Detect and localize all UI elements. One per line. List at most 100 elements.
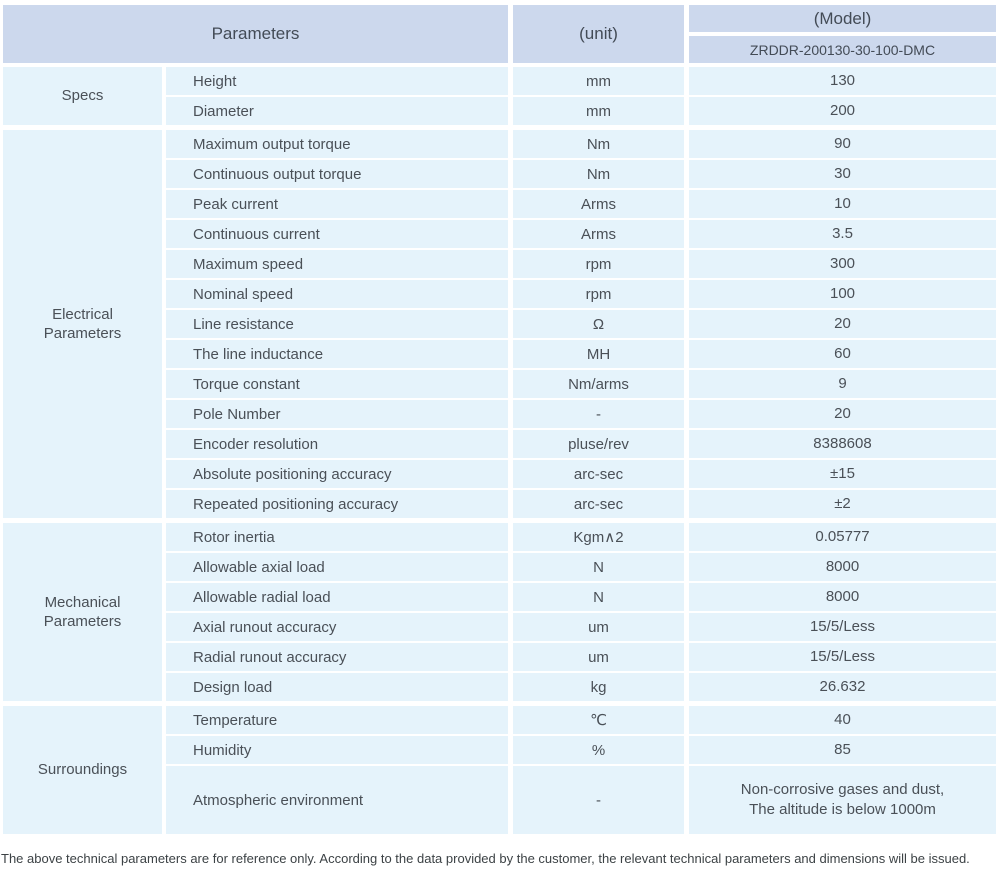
value-cell: 8388608 (689, 430, 996, 458)
header-model-number: ZRDDR-200130-30-100-DMC (689, 36, 996, 63)
header-unit: (unit) (513, 5, 684, 63)
section-electrical: Electrical Parameters Maximum output tor… (3, 130, 996, 518)
unit-cell: arc-sec (513, 490, 684, 518)
table-row: Design load kg 26.632 (166, 673, 996, 701)
unit-cell: - (513, 766, 684, 834)
table-row: Absolute positioning accuracy arc-sec ±1… (166, 460, 996, 488)
param-name-cell: Allowable radial load (166, 583, 508, 611)
unit-cell: Kgm∧2 (513, 523, 684, 551)
param-name-cell: Pole Number (166, 400, 508, 428)
param-name-cell: Temperature (166, 706, 508, 734)
table-row: Maximum output torque Nm 90 (166, 130, 996, 158)
param-name-cell: Torque constant (166, 370, 508, 398)
value-cell: ±2 (689, 490, 996, 518)
value-cell: 20 (689, 310, 996, 338)
group-label-electrical: Electrical Parameters (3, 130, 162, 518)
param-name-cell: Height (166, 67, 508, 95)
param-name-cell: The line inductance (166, 340, 508, 368)
table-row: Encoder resolution pluse/rev 8388608 (166, 430, 996, 458)
table-row: Nominal speed rpm 100 (166, 280, 996, 308)
param-name-cell: Humidity (166, 736, 508, 764)
table-row: Diameter mm 200 (166, 97, 996, 125)
unit-cell: arc-sec (513, 460, 684, 488)
unit-cell: MH (513, 340, 684, 368)
param-name-cell: Diameter (166, 97, 508, 125)
section-specs: Specs Height mm 130 Diameter mm 200 (3, 67, 996, 125)
unit-cell: pluse/rev (513, 430, 684, 458)
value-cell: ±15 (689, 460, 996, 488)
value-cell: 300 (689, 250, 996, 278)
param-name-cell: Nominal speed (166, 280, 508, 308)
header-parameters: Parameters (3, 5, 508, 63)
unit-cell: um (513, 643, 684, 671)
param-name-cell: Line resistance (166, 310, 508, 338)
value-cell: 26.632 (689, 673, 996, 701)
value-cell: 100 (689, 280, 996, 308)
unit-cell: um (513, 613, 684, 641)
table-row: Height mm 130 (166, 67, 996, 95)
value-cell: 200 (689, 97, 996, 125)
value-cell: 130 (689, 67, 996, 95)
header-model: (Model) (689, 5, 996, 32)
table-row: Allowable axial load N 8000 (166, 553, 996, 581)
param-name-cell: Continuous current (166, 220, 508, 248)
parameters-table: Parameters (unit) (Model) ZRDDR-200130-3… (3, 5, 996, 834)
table-row: Humidity % 85 (166, 736, 996, 764)
group-label-surroundings: Surroundings (3, 706, 162, 834)
unit-cell: N (513, 553, 684, 581)
value-cell: 9 (689, 370, 996, 398)
unit-cell: ℃ (513, 706, 684, 734)
table-row: Temperature ℃ 40 (166, 706, 996, 734)
value-cell: 8000 (689, 553, 996, 581)
unit-cell: - (513, 400, 684, 428)
value-cell: 3.5 (689, 220, 996, 248)
value-cell: 85 (689, 736, 996, 764)
table-row: Torque constant Nm/arms 9 (166, 370, 996, 398)
table-row: Axial runout accuracy um 15/5/Less (166, 613, 996, 641)
value-cell: 10 (689, 190, 996, 218)
table-row: Continuous current Arms 3.5 (166, 220, 996, 248)
unit-cell: Nm/arms (513, 370, 684, 398)
unit-cell: Arms (513, 220, 684, 248)
section-surroundings: Surroundings Temperature ℃ 40 Humidity %… (3, 706, 996, 834)
unit-cell: kg (513, 673, 684, 701)
group-label-mechanical: Mechanical Parameters (3, 523, 162, 701)
table-row: Peak current Arms 10 (166, 190, 996, 218)
param-name-cell: Maximum speed (166, 250, 508, 278)
param-name-cell: Radial runout accuracy (166, 643, 508, 671)
value-cell: 90 (689, 130, 996, 158)
value-cell: 8000 (689, 583, 996, 611)
param-name-cell: Continuous output torque (166, 160, 508, 188)
param-name-cell: Rotor inertia (166, 523, 508, 551)
value-cell: 20 (689, 400, 996, 428)
table-row: Continuous output torque Nm 30 (166, 160, 996, 188)
table-row: Radial runout accuracy um 15/5/Less (166, 643, 996, 671)
param-name-cell: Repeated positioning accuracy (166, 490, 508, 518)
table-row: Rotor inertia Kgm∧2 0.05777 (166, 523, 996, 551)
value-cell: Non-corrosive gases and dust, The altitu… (689, 766, 996, 834)
param-name-cell: Absolute positioning accuracy (166, 460, 508, 488)
param-name-cell: Peak current (166, 190, 508, 218)
value-cell: 40 (689, 706, 996, 734)
param-name-cell: Design load (166, 673, 508, 701)
param-name-cell: Encoder resolution (166, 430, 508, 458)
value-cell: 0.05777 (689, 523, 996, 551)
table-row: Pole Number - 20 (166, 400, 996, 428)
unit-cell: Ω (513, 310, 684, 338)
table-row: Line resistance Ω 20 (166, 310, 996, 338)
unit-cell: % (513, 736, 684, 764)
value-cell: 15/5/Less (689, 613, 996, 641)
unit-cell: Nm (513, 130, 684, 158)
unit-cell: rpm (513, 250, 684, 278)
table-row: The line inductance MH 60 (166, 340, 996, 368)
unit-cell: N (513, 583, 684, 611)
unit-cell: rpm (513, 280, 684, 308)
table-row: Allowable radial load N 8000 (166, 583, 996, 611)
table-header: Parameters (unit) (Model) ZRDDR-200130-3… (3, 5, 996, 63)
section-mechanical: Mechanical Parameters Rotor inertia Kgm∧… (3, 523, 996, 701)
footer-note: The above technical parameters are for r… (1, 851, 970, 866)
value-cell: 30 (689, 160, 996, 188)
unit-cell: mm (513, 97, 684, 125)
unit-cell: Arms (513, 190, 684, 218)
param-name-cell: Allowable axial load (166, 553, 508, 581)
